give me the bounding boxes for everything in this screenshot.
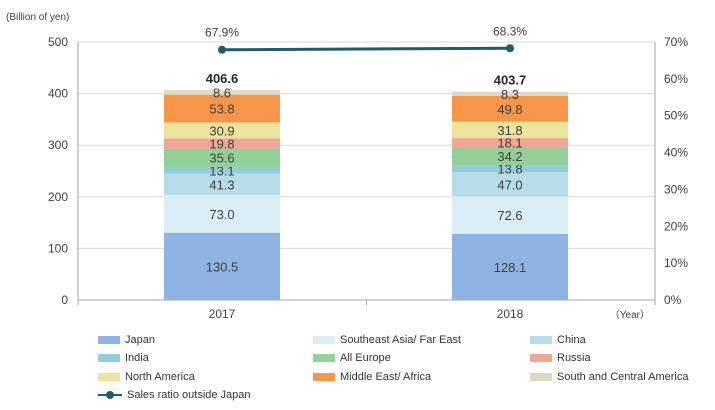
bar-segment [164, 166, 280, 174]
data-label: 73.0 [209, 207, 234, 222]
bar-segment [164, 94, 280, 123]
legend-label-north-america: North America [125, 371, 195, 383]
legend-item-russia: Russia [530, 352, 591, 364]
bar-segment [164, 148, 280, 167]
bar-segment [164, 232, 280, 300]
y2-tick-label: 20% [664, 219, 688, 233]
legend-swatch-south-central-america [530, 373, 552, 381]
legend-item-sales-ratio: Sales ratio outside Japan [98, 389, 251, 401]
legend-swatch-russia [530, 354, 552, 362]
legend-swatch-middle-east-africa [313, 373, 335, 381]
bar-segment [164, 173, 280, 195]
data-label: 35.6 [209, 151, 234, 166]
legend-label-sales-ratio: Sales ratio outside Japan [127, 389, 251, 401]
legend-item-china: China [530, 334, 586, 346]
data-label: 72.6 [497, 208, 522, 223]
y2-tick-label: 10% [664, 256, 688, 270]
data-label: 47.0 [497, 177, 522, 192]
sales-ratio-point [218, 45, 226, 54]
legend-swatch-japan [98, 336, 120, 344]
y-axis-title: (Billion of yen) [6, 12, 69, 23]
y-tick-label: 400 [48, 87, 68, 101]
bar-segment [164, 122, 280, 139]
legend-label-south-central-america: South and Central America [557, 371, 689, 383]
data-label: 130.5 [206, 259, 239, 274]
sales-ratio-point [506, 44, 514, 53]
legend-label-middle-east-africa: Middle East/ Africa [340, 371, 432, 383]
bar-segment [452, 138, 568, 148]
bar-segment [452, 233, 568, 300]
legend-item-india: India [98, 352, 149, 364]
legend-label-southeast-asia: Southeast Asia/ Far East [340, 334, 462, 346]
total-label: 406.6 [206, 71, 239, 86]
bar-segment [164, 194, 280, 233]
legend-swatch-north-america [98, 373, 120, 381]
x-axis-unit-label: （Year） [610, 309, 650, 321]
legend-item-north-america: North America [98, 371, 195, 383]
y-tick-label: 300 [48, 138, 68, 152]
y2-tick-label: 60% [664, 72, 688, 86]
legend-label-russia: Russia [557, 352, 591, 364]
y-tick-label: 100 [48, 241, 68, 255]
data-label: 13.8 [497, 162, 522, 177]
bar-segment [452, 95, 568, 122]
bar-segment [452, 147, 568, 166]
bar-segment [452, 165, 568, 173]
legend-label-india: India [125, 352, 149, 364]
data-label: 49.8 [497, 102, 522, 117]
legend-label-japan: Japan [125, 334, 155, 346]
x-tick-label: 2018 [497, 307, 524, 321]
legend-item-all-europe: All Europe [313, 352, 391, 364]
bar-segment [452, 91, 568, 96]
data-label: 18.1 [497, 136, 522, 151]
legend-swatch-southeast-asia [313, 336, 335, 344]
y2-tick-label: 50% [664, 109, 688, 123]
bar-segment [452, 121, 568, 139]
legend-swatch-sales-ratio [98, 391, 122, 399]
legend-swatch-china [530, 336, 552, 344]
bar-segment [164, 138, 280, 149]
y-tick-label: 200 [48, 190, 68, 204]
data-label: 53.8 [209, 102, 234, 117]
data-label: 31.8 [497, 123, 522, 138]
total-label: 403.7 [494, 73, 527, 88]
legend-item-middle-east-africa: Middle East/ Africa [313, 371, 431, 383]
data-label: 8.6 [213, 85, 231, 100]
x-tick-label: 2017 [209, 307, 236, 321]
bar-segment [452, 172, 568, 197]
legend-label-china: China [557, 334, 586, 346]
data-label: 34.2 [497, 149, 522, 164]
data-label: 8.3 [501, 87, 519, 102]
legend-label-all-europe: All Europe [340, 352, 391, 364]
sales-ratio-label: 67.9% [205, 26, 239, 40]
y2-tick-label: 70% [664, 35, 688, 49]
y2-tick-label: 30% [664, 182, 688, 196]
bar-segment [164, 90, 280, 95]
legend-swatch-india [98, 354, 120, 362]
legend-item-japan: Japan [98, 334, 155, 346]
y-tick-label: 0 [61, 293, 68, 307]
sales-ratio-label: 68.3% [493, 24, 527, 38]
data-label: 128.1 [494, 260, 527, 275]
data-label: 41.3 [209, 177, 234, 192]
y2-tick-label: 40% [664, 146, 688, 160]
legend-swatch-all-europe [313, 354, 335, 362]
data-label: 30.9 [209, 123, 234, 138]
sales-ratio-line [221, 46, 511, 52]
y-tick-label: 500 [48, 35, 68, 49]
data-label: 19.8 [209, 136, 234, 151]
bar-segment [452, 196, 568, 234]
y2-tick-label: 0% [664, 293, 682, 307]
legend-item-southeast-asia: Southeast Asia/ Far East [313, 334, 461, 346]
data-label: 13.1 [209, 163, 234, 178]
legend-item-south-central-america: South and Central America [530, 371, 688, 383]
